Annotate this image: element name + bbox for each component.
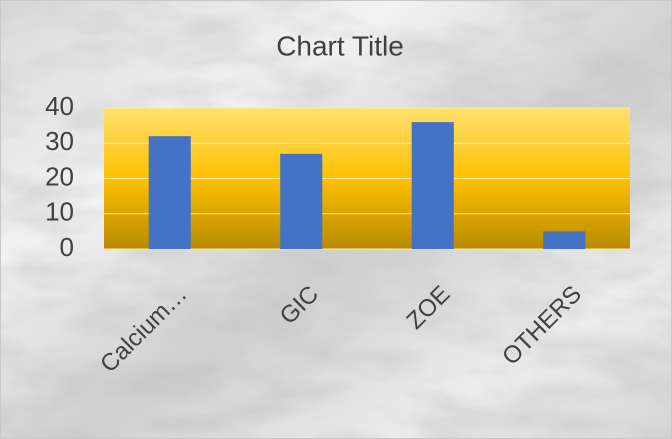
bar (148, 136, 191, 249)
y-tick-label: 20 (45, 161, 74, 191)
y-tick-label: 30 (45, 126, 74, 156)
chart-title: Chart Title (276, 30, 404, 61)
bar (411, 122, 454, 249)
y-tick-label: 10 (45, 197, 74, 227)
y-tick-label: 0 (60, 232, 74, 262)
bar (543, 231, 586, 249)
bar (280, 153, 323, 249)
y-tick-label: 40 (45, 91, 74, 121)
